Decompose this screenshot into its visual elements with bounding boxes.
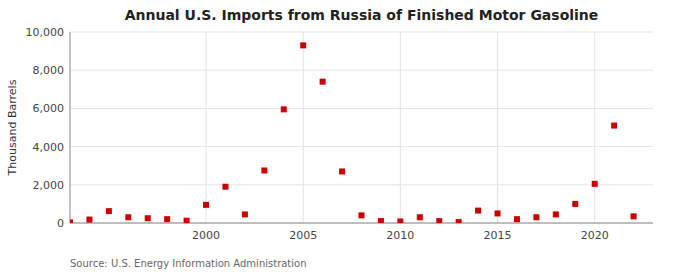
- x-tick-label: 2015: [484, 229, 512, 242]
- x-grid-line: [594, 32, 595, 223]
- y-grid-line: [70, 32, 653, 33]
- y-axis-line: [70, 32, 71, 223]
- x-grid-line: [400, 32, 401, 223]
- y-grid-line: [70, 108, 653, 109]
- point: [184, 218, 190, 223]
- point: [436, 218, 442, 223]
- point: [553, 211, 559, 217]
- point: [145, 215, 151, 221]
- y-tick-label: 10,000: [26, 26, 65, 39]
- point: [203, 202, 209, 208]
- point: [378, 218, 384, 223]
- point: [281, 106, 287, 112]
- y-tick-label: 6,000: [33, 102, 65, 115]
- x-tick-label: 2005: [289, 229, 317, 242]
- x-axis-line: [70, 223, 653, 224]
- point: [164, 216, 170, 222]
- y-grid-line: [70, 223, 653, 224]
- point: [222, 184, 228, 190]
- point: [125, 214, 131, 220]
- point: [456, 219, 462, 223]
- point: [106, 208, 112, 214]
- point: [533, 214, 539, 220]
- grid: [70, 32, 653, 223]
- x-tick-label: 2000: [192, 229, 220, 242]
- y-tick-label: 8,000: [33, 64, 65, 77]
- title: Annual U.S. Imports from Russia of Finis…: [125, 7, 599, 23]
- point: [359, 212, 365, 218]
- point: [397, 218, 403, 223]
- y-grid-line: [70, 184, 653, 185]
- y-grid-line: [70, 70, 653, 71]
- point: [86, 217, 92, 223]
- point: [514, 216, 520, 222]
- point: [300, 42, 306, 48]
- point: [261, 167, 267, 173]
- x-grid-line: [303, 32, 304, 223]
- point: [495, 210, 501, 216]
- y-tick-label: 2,000: [33, 179, 65, 192]
- point: [631, 213, 637, 219]
- point: [475, 208, 481, 214]
- annotation: Source: U.S. Energy Information Administ…: [70, 258, 307, 269]
- point: [70, 219, 73, 223]
- chart: 0 2,000 4,000 6,000 8,000 10,000 2000 2005 2010 2…: [0, 0, 675, 275]
- x-grid-line: [497, 32, 498, 223]
- point: [572, 201, 578, 207]
- points: [70, 42, 637, 223]
- point: [417, 214, 423, 220]
- y-axis-label: Thousand Barrels: [6, 79, 19, 176]
- point: [339, 168, 345, 174]
- y-tick-label: 0: [57, 217, 64, 230]
- point: [592, 181, 598, 187]
- point: [611, 123, 617, 129]
- y-tick-label: 4,000: [33, 141, 65, 154]
- point: [320, 79, 326, 85]
- y-grid-line: [70, 146, 653, 147]
- x-tick-label: 2020: [581, 229, 609, 242]
- x-tick-label: 2010: [386, 229, 414, 242]
- point: [242, 211, 248, 217]
- x-grid-line: [206, 32, 207, 223]
